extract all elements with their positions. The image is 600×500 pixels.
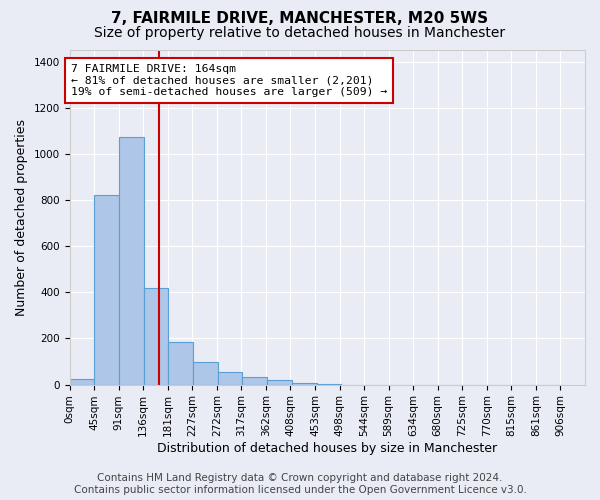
Bar <box>242 377 267 384</box>
Bar <box>267 380 292 384</box>
Bar <box>193 362 218 384</box>
Bar <box>119 136 144 384</box>
Bar <box>218 372 242 384</box>
Y-axis label: Number of detached properties: Number of detached properties <box>15 119 28 316</box>
Text: Contains HM Land Registry data © Crown copyright and database right 2024.
Contai: Contains HM Land Registry data © Crown c… <box>74 474 526 495</box>
Bar <box>144 288 168 384</box>
Bar <box>70 379 94 384</box>
Text: Size of property relative to detached houses in Manchester: Size of property relative to detached ho… <box>94 26 506 40</box>
Bar <box>168 342 193 384</box>
Text: 7, FAIRMILE DRIVE, MANCHESTER, M20 5WS: 7, FAIRMILE DRIVE, MANCHESTER, M20 5WS <box>112 11 488 26</box>
Bar <box>292 383 317 384</box>
X-axis label: Distribution of detached houses by size in Manchester: Distribution of detached houses by size … <box>157 442 497 455</box>
Text: 7 FAIRMILE DRIVE: 164sqm
← 81% of detached houses are smaller (2,201)
19% of sem: 7 FAIRMILE DRIVE: 164sqm ← 81% of detach… <box>71 64 387 97</box>
Bar <box>94 196 119 384</box>
